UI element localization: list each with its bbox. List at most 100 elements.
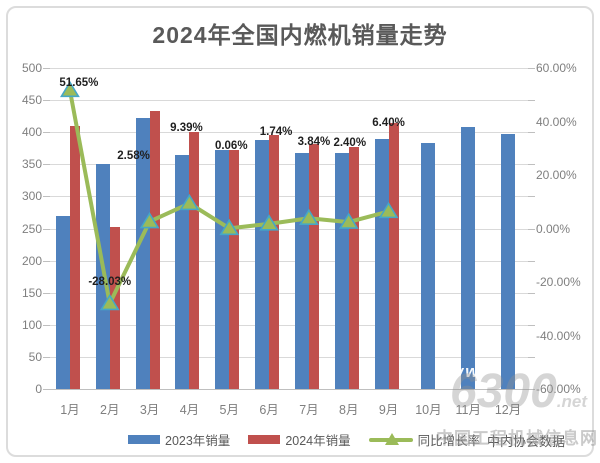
left-axis-label: 400 (21, 125, 42, 140)
x-axis-label: 7月 (299, 403, 319, 417)
left-axis-label: 450 (21, 93, 42, 108)
right-axis-tick (528, 260, 535, 262)
left-axis-tick (43, 228, 50, 230)
left-axis-label: 250 (21, 221, 42, 236)
left-axis-tick (43, 292, 50, 294)
right-axis-label: 60.00% (536, 61, 577, 75)
bar-2023-1月 (55, 215, 70, 389)
x-axis-label: 6月 (259, 403, 279, 417)
bar-2023-11月 (461, 127, 476, 389)
left-axis-tick (43, 132, 50, 134)
x-axis-label: 4月 (179, 403, 200, 417)
legend-data-source-text: 中内协会数据 (487, 434, 566, 449)
growth-data-label: 51.65% (59, 77, 99, 89)
right-axis-tick (528, 389, 535, 390)
x-axis-label: 10月 (415, 403, 442, 417)
left-axis-tick (43, 260, 50, 262)
legend-line-marker-icon (368, 433, 413, 446)
right-axis-label: -40.00% (536, 328, 581, 343)
left-axis-label: 50 (28, 349, 42, 364)
bar-2024-4月 (189, 132, 200, 389)
x-axis-label: 9月 (378, 403, 399, 417)
growth-data-label: 9.39% (170, 122, 203, 134)
watermark-net: .net (556, 392, 588, 411)
chart-title: 2024年全国内燃机销量走势 (152, 22, 448, 48)
bar-2024-5月 (229, 150, 240, 389)
bar-2023-7月 (294, 152, 309, 389)
left-axis-label: 350 (21, 157, 42, 172)
left-axis-label: 100 (21, 317, 42, 332)
gridline (50, 260, 528, 262)
legend-label-growth: 同比增长率 (417, 434, 481, 448)
growth-marker-triangle-icon (298, 208, 319, 226)
right-axis-tick (528, 324, 535, 326)
left-axis-tick (43, 389, 50, 390)
bar-2023-3月 (135, 118, 150, 389)
bar-2023-4月 (175, 154, 190, 389)
growth-marker-triangle-icon (338, 212, 359, 229)
x-axis-label: 12月 (494, 403, 522, 417)
legend-item-growth: 同比增长率 (368, 430, 481, 449)
bar-2023-8月 (334, 152, 349, 389)
gridline (50, 389, 528, 390)
growth-line (67, 89, 390, 306)
legend-swatch-2023 (128, 435, 160, 444)
right-axis-tick (528, 100, 535, 102)
growth-marker-triangle-icon (99, 293, 120, 311)
bar-2024-3月 (149, 111, 160, 389)
left-axis-tick (43, 196, 50, 198)
growth-data-label: -28.03% (88, 276, 132, 288)
gridline (50, 228, 528, 230)
right-axis-tick (528, 164, 535, 166)
x-axis-label: 3月 (139, 403, 160, 417)
x-axis-label: 2月 (100, 403, 120, 417)
growth-data-label: 2.40% (333, 137, 367, 149)
x-axis-label: 11月 (455, 403, 481, 417)
legend-label-2024: 2024年销量 (285, 434, 351, 448)
growth-marker-triangle-icon (179, 193, 200, 211)
gridline (50, 100, 528, 102)
right-axis-label: 20.00% (536, 168, 577, 182)
bar-2023-12月 (501, 134, 516, 389)
bar-2024-6月 (269, 135, 280, 389)
legend-swatch-2024 (248, 435, 281, 444)
watermark-6300: 6300 (450, 365, 557, 418)
watermark-6300net: 6300.net (450, 368, 587, 416)
left-axis-label: 0 (35, 382, 42, 396)
left-axis-label: 150 (21, 285, 42, 300)
gridline (50, 68, 528, 69)
bar-2023-6月 (255, 139, 270, 389)
left-axis-tick (43, 356, 50, 358)
bar-2024-1月 (69, 125, 80, 389)
right-axis-label: -20.00% (536, 275, 581, 289)
left-axis-label: 500 (21, 61, 42, 75)
growth-marker-triangle-icon (219, 218, 240, 236)
watermark-site-name: 中国工程机械信息网 (436, 429, 598, 448)
legend-label-2023: 2023年销量 (165, 434, 231, 448)
left-axis-tick (43, 324, 50, 326)
chart-legend: 2023年销量 2024年销量 同比增长率 (128, 430, 480, 449)
right-axis-tick (528, 228, 535, 230)
growth-marker-triangle-icon (259, 214, 280, 231)
left-axis-tick (43, 100, 50, 102)
gridline (50, 132, 528, 134)
right-axis-label: -60.00% (536, 382, 581, 396)
gridline (50, 356, 528, 358)
growth-data-label: 1.74% (259, 126, 293, 138)
bar-2023-9月 (374, 138, 389, 389)
gridline (50, 196, 528, 198)
x-axis-label: 5月 (219, 403, 239, 417)
legend-item-2024: 2024年销量 (248, 430, 351, 449)
bar-2023-5月 (215, 150, 230, 389)
bar-2024-7月 (308, 143, 319, 389)
gridline (50, 292, 528, 294)
growth-data-label: 3.84% (297, 136, 331, 148)
growth-marker-triangle-icon (59, 80, 80, 98)
bar-2024-9月 (388, 122, 399, 389)
left-axis-label: 300 (21, 189, 42, 204)
right-axis-tick (528, 196, 535, 198)
growth-data-label: 0.06% (214, 140, 248, 152)
left-axis-tick (43, 164, 50, 166)
